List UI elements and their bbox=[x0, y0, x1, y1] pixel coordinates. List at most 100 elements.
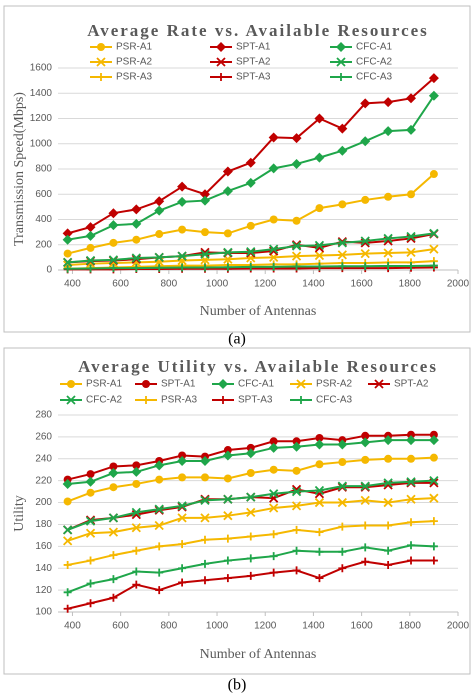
x-tick-label: 600 bbox=[112, 279, 129, 290]
data-point bbox=[406, 477, 416, 487]
data-point bbox=[269, 244, 279, 254]
data-point bbox=[177, 196, 188, 207]
marker bbox=[407, 454, 416, 463]
marker bbox=[85, 476, 96, 487]
legend-item: SPT-A3 bbox=[212, 395, 273, 406]
data-point bbox=[155, 586, 164, 595]
marker bbox=[131, 253, 141, 263]
marker bbox=[223, 474, 232, 483]
data-point bbox=[108, 255, 119, 265]
marker bbox=[269, 503, 279, 513]
marker bbox=[315, 262, 324, 271]
data-point bbox=[429, 244, 439, 254]
data-point bbox=[200, 576, 209, 585]
marker bbox=[337, 73, 345, 81]
y-tick-label: 400 bbox=[35, 214, 52, 225]
y-tick-label: 600 bbox=[35, 189, 52, 200]
x-tick-label: 400 bbox=[64, 621, 81, 632]
data-point bbox=[337, 123, 348, 134]
data-point bbox=[200, 535, 209, 544]
marker bbox=[109, 264, 118, 273]
marker bbox=[154, 252, 164, 263]
marker bbox=[200, 495, 210, 506]
marker bbox=[297, 396, 305, 404]
data-point bbox=[62, 228, 73, 239]
legend-item: SPT-A2 bbox=[368, 379, 429, 390]
marker bbox=[314, 240, 325, 251]
marker bbox=[63, 497, 72, 506]
marker bbox=[154, 205, 165, 216]
data-point bbox=[63, 497, 72, 506]
chart-title: Average Rate vs. Available Resources bbox=[87, 21, 429, 40]
data-point bbox=[338, 262, 347, 271]
marker bbox=[269, 244, 279, 254]
data-point bbox=[154, 460, 165, 471]
marker bbox=[246, 492, 256, 502]
data-point bbox=[291, 501, 302, 511]
data-point bbox=[383, 478, 393, 488]
marker bbox=[154, 196, 165, 207]
data-point bbox=[63, 604, 72, 613]
legend-marker bbox=[97, 43, 105, 51]
x-tick-label: 1800 bbox=[399, 279, 422, 290]
legend-label: CFC-A1 bbox=[356, 42, 393, 53]
data-point bbox=[383, 435, 394, 446]
x-tick-label: 1000 bbox=[206, 621, 229, 632]
data-point bbox=[246, 507, 256, 518]
x-tick-label: 1600 bbox=[350, 279, 373, 290]
y-tick-label: 140 bbox=[35, 563, 52, 574]
marker bbox=[85, 255, 96, 266]
marker bbox=[132, 479, 141, 488]
data-point bbox=[429, 430, 438, 439]
legend-item: SPT-A2 bbox=[210, 57, 271, 68]
marker bbox=[63, 264, 72, 273]
marker bbox=[177, 196, 188, 207]
data-point bbox=[131, 253, 141, 263]
x-tick-label: 1200 bbox=[254, 621, 277, 632]
data-point bbox=[269, 465, 278, 474]
data-point bbox=[132, 235, 141, 244]
legend-label: SPT-A1 bbox=[161, 379, 196, 390]
marker bbox=[338, 200, 347, 209]
legend-marker bbox=[217, 73, 225, 81]
data-point bbox=[406, 494, 416, 504]
chart-frame bbox=[3, 347, 471, 675]
data-point bbox=[292, 262, 301, 271]
data-point bbox=[360, 495, 370, 506]
legend-label: SPT-A2 bbox=[236, 57, 271, 68]
data-point bbox=[315, 528, 324, 537]
marker bbox=[109, 483, 118, 492]
marker bbox=[178, 451, 187, 460]
marker bbox=[338, 458, 347, 467]
data-point bbox=[109, 575, 118, 584]
data-point bbox=[429, 493, 439, 503]
data-point bbox=[269, 530, 278, 539]
data-point bbox=[109, 551, 118, 560]
marker bbox=[200, 263, 209, 272]
data-point bbox=[177, 513, 187, 523]
data-point bbox=[269, 489, 279, 499]
data-point bbox=[429, 228, 439, 239]
legend-label: PSR-A1 bbox=[86, 379, 123, 390]
marker bbox=[178, 263, 187, 272]
marker bbox=[177, 181, 188, 192]
y-tick-label: 1200 bbox=[30, 113, 53, 124]
legend-label: PSR-A2 bbox=[116, 57, 153, 68]
marker bbox=[86, 488, 95, 497]
data-point bbox=[338, 547, 347, 556]
marker bbox=[292, 216, 301, 225]
marker bbox=[383, 126, 394, 137]
marker bbox=[200, 473, 209, 482]
marker bbox=[216, 42, 226, 52]
marker bbox=[337, 250, 347, 260]
marker bbox=[360, 136, 371, 147]
data-point bbox=[108, 513, 119, 523]
data-point bbox=[314, 113, 325, 124]
marker bbox=[337, 145, 348, 156]
data-point bbox=[108, 468, 119, 479]
marker bbox=[429, 170, 438, 179]
marker bbox=[361, 262, 370, 271]
caption: (b) bbox=[228, 677, 247, 694]
marker bbox=[428, 73, 439, 84]
marker bbox=[407, 190, 416, 199]
